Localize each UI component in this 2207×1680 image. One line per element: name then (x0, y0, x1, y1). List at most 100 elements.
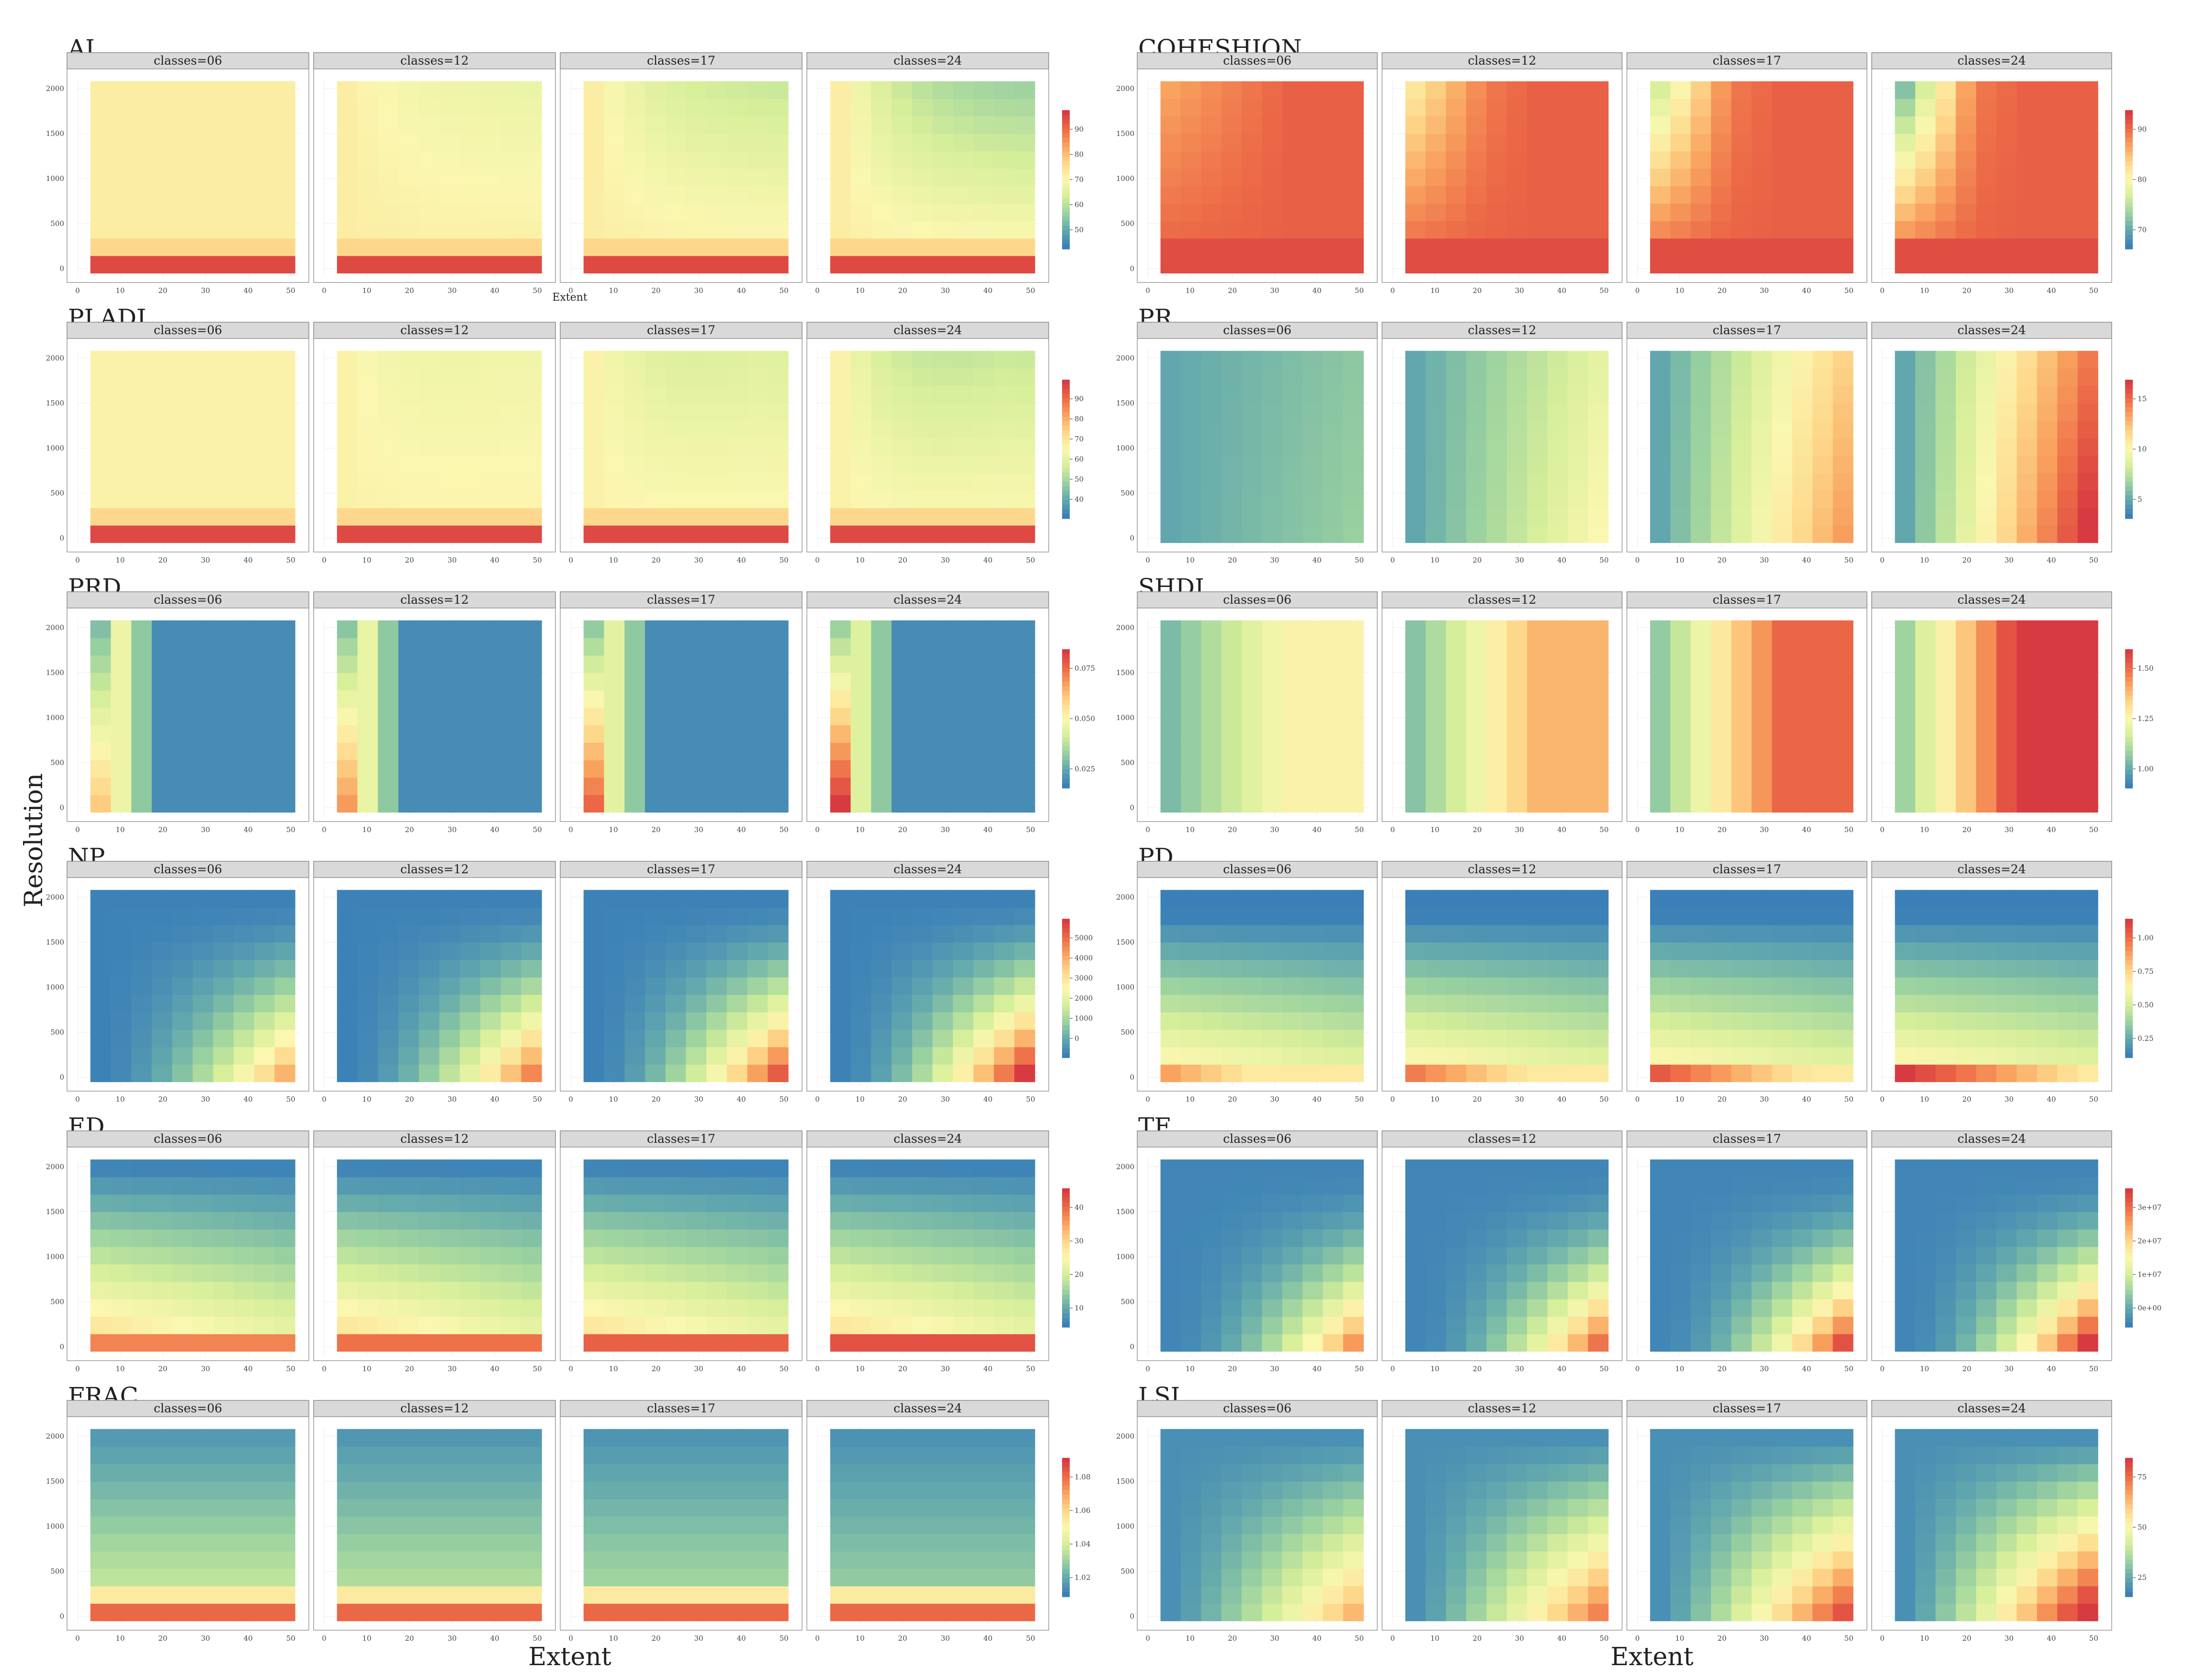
colorbar-step (1062, 430, 1070, 436)
heat-cell (254, 1159, 275, 1177)
heat-cell (1895, 368, 1916, 386)
heat-cell (1014, 151, 1035, 169)
heat-cell (480, 99, 501, 117)
heat-cell (994, 455, 1015, 474)
heat-cell (1547, 777, 1568, 795)
heat-cell (1160, 994, 1181, 1013)
heat-cell (583, 1281, 605, 1299)
heat-cell (2057, 256, 2078, 274)
heat-cell (1323, 368, 1344, 386)
heat-cell (521, 925, 542, 943)
heat-cell (378, 238, 399, 256)
metric-panel: NP classes=060 10 20 30 40 500500100015002000c… (46, 843, 1093, 1104)
heat-cell (233, 420, 255, 439)
heat-cell (439, 1159, 460, 1177)
x-tick-label: 10 (115, 1095, 124, 1104)
heat-cell (1588, 350, 1609, 369)
heat-cell (1751, 742, 1772, 760)
heat-cell (1466, 490, 1487, 508)
heat-cell (891, 238, 913, 256)
heat-cell (973, 707, 995, 725)
heat-cell (398, 1029, 419, 1048)
heat-cell (726, 116, 748, 134)
heat-cell (1221, 221, 1242, 239)
facet-strip (1381, 591, 1623, 609)
heat-cell (2057, 186, 2078, 204)
heat-cell (706, 151, 727, 169)
heat-cell (1670, 420, 1691, 439)
x-tick-label: 0 (1880, 1095, 1885, 1104)
heat-cell (1282, 1012, 1303, 1030)
facet: classes=170 10 20 30 40 50 (1626, 322, 1867, 564)
heat-cell (233, 1229, 255, 1247)
heat-cell (1751, 186, 1772, 204)
colorbar-step (2125, 1002, 2133, 1007)
heat-cell (1302, 186, 1324, 204)
heat-cell (1527, 203, 1548, 221)
heat-cell (994, 490, 1015, 508)
heat-cell (2077, 455, 2098, 474)
colorbar-step (2125, 1034, 2133, 1040)
heat-cell (521, 1177, 542, 1195)
heat-cell (398, 1264, 419, 1282)
colorbar-step (1062, 380, 1070, 385)
colorbar-step (2125, 216, 2133, 222)
heat-cell (172, 256, 193, 274)
heat-cell (1976, 473, 1997, 491)
heat-cell (111, 959, 132, 978)
heat-cell (768, 725, 789, 743)
heat-cell (1014, 795, 1035, 813)
heat-cell (624, 438, 645, 456)
heat-cell (1221, 203, 1242, 221)
heat-cell (213, 760, 234, 778)
heat-cell (1547, 438, 1568, 456)
heat-cell (1588, 438, 1609, 456)
heat-cell (1466, 221, 1487, 239)
heat-cell (1567, 186, 1588, 204)
heat-cell (1711, 186, 1732, 204)
heat-cell (1180, 438, 1201, 456)
heat-cell (1242, 1064, 1263, 1082)
heat-cell (686, 1246, 707, 1264)
heat-cell (953, 221, 974, 239)
colorbar-step (1062, 923, 1070, 929)
heat-cell (932, 725, 953, 743)
heat-cell (378, 1281, 399, 1299)
heat-cell (768, 473, 789, 491)
heat-cell (665, 438, 687, 456)
heat-cell (460, 203, 481, 221)
heat-cell (192, 1334, 214, 1352)
colorbar-step (2125, 491, 2133, 496)
heat-cell (768, 1159, 789, 1177)
heat-cell (2037, 942, 2058, 960)
heat-cell (1426, 116, 1447, 134)
heat-cell (233, 385, 255, 404)
heat-cell (1915, 438, 1936, 456)
x-tick-label: 0 (322, 825, 327, 834)
heat-cell (1302, 942, 1324, 960)
heat-cell (274, 942, 295, 960)
heat-cell (850, 742, 871, 760)
heat-cell (1772, 890, 1793, 908)
heat-cell (1446, 760, 1467, 778)
heat-cell (1690, 742, 1711, 760)
heat-cell (274, 777, 295, 795)
heat-cell (850, 1264, 871, 1282)
heat-cell (1506, 238, 1528, 256)
heat-cell (480, 638, 501, 656)
heat-cell (973, 81, 995, 99)
heat-cell (1527, 420, 1548, 439)
heat-cell (768, 455, 789, 474)
heat-cell (151, 742, 173, 760)
heat-cell (151, 1194, 173, 1212)
heat-cell (500, 1212, 521, 1230)
heat-cell (2016, 655, 2037, 673)
heat-cell (1180, 350, 1201, 369)
heat-cell (1751, 168, 1772, 186)
heat-cell (1282, 116, 1303, 134)
colorbar-step (2125, 407, 2133, 413)
heat-cell (624, 525, 645, 543)
heat-cell (645, 134, 666, 152)
heat-cell (337, 455, 358, 474)
heat-cell (1567, 795, 1588, 813)
